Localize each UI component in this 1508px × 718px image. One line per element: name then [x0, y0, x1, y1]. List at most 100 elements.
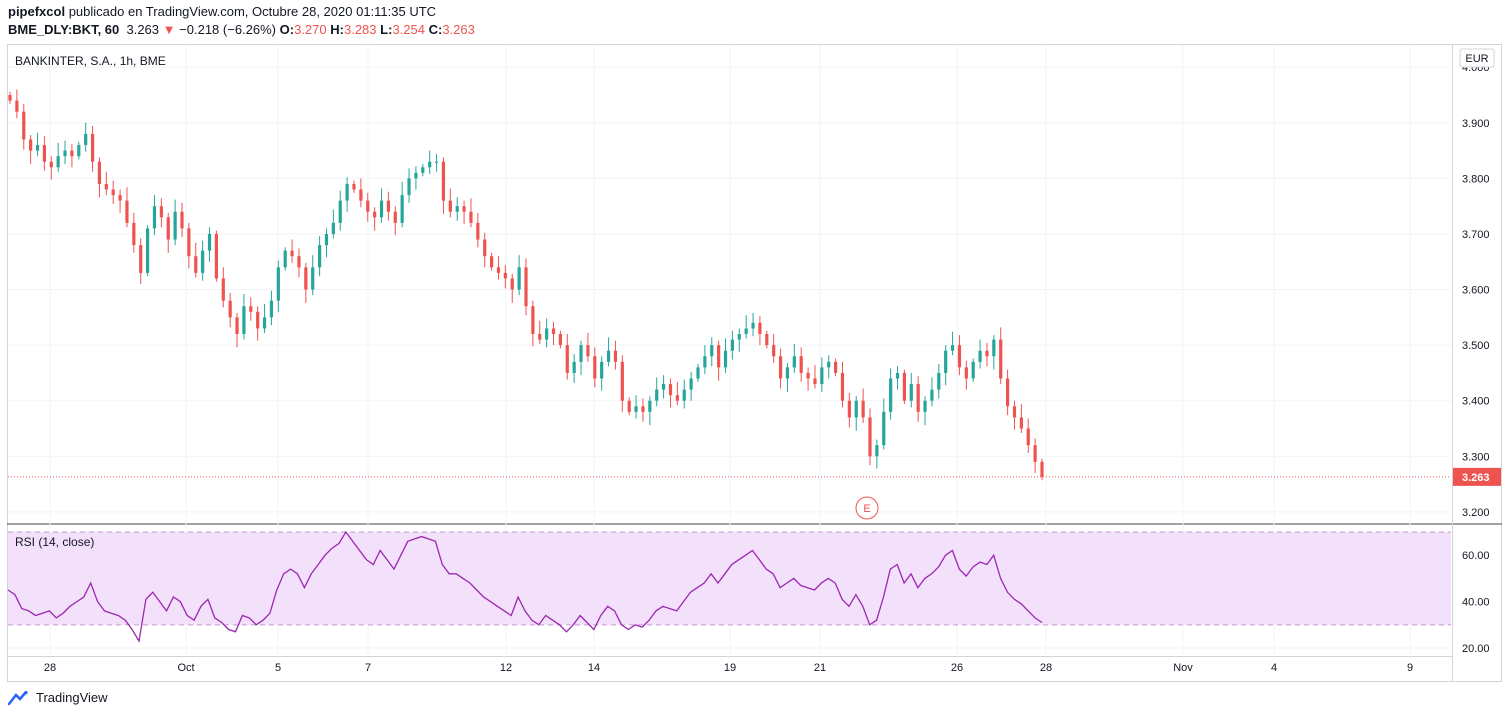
candle-body[interactable]: [744, 328, 748, 335]
candle-body[interactable]: [173, 211, 177, 240]
candle-body[interactable]: [428, 161, 432, 168]
candle-body[interactable]: [187, 228, 191, 257]
candle-body[interactable]: [916, 384, 920, 412]
candle-body[interactable]: [944, 350, 948, 373]
candle-body[interactable]: [111, 189, 115, 196]
candle-body[interactable]: [104, 183, 108, 190]
candle-body[interactable]: [895, 372, 900, 379]
candle-body[interactable]: [8, 95, 12, 101]
candle-body[interactable]: [682, 389, 686, 401]
candle-body[interactable]: [84, 133, 88, 146]
candle-body[interactable]: [352, 183, 356, 190]
candle-body[interactable]: [510, 278, 514, 290]
candle-body[interactable]: [992, 339, 996, 357]
candle-body[interactable]: [730, 339, 734, 351]
candle-body[interactable]: [1012, 406, 1017, 418]
candle-body[interactable]: [379, 200, 384, 218]
candle-body[interactable]: [902, 372, 906, 401]
candle-body[interactable]: [1019, 417, 1023, 429]
candle-body[interactable]: [689, 378, 693, 390]
candle-body[interactable]: [909, 384, 913, 401]
candle-body[interactable]: [201, 250, 205, 273]
candle-body[interactable]: [950, 345, 955, 351]
candle-body[interactable]: [999, 339, 1003, 379]
rsi-line[interactable]: [7, 530, 1043, 643]
candle-body[interactable]: [90, 133, 95, 162]
candle-body[interactable]: [668, 384, 673, 396]
candle-body[interactable]: [675, 395, 679, 401]
candle-body[interactable]: [331, 222, 335, 234]
time-axis[interactable]: 28 Oct 5 7 12 14 19 21 26 28 Nov 4 9: [44, 662, 1413, 674]
candle-body[interactable]: [297, 256, 301, 268]
candle-body[interactable]: [35, 145, 40, 151]
candle-body[interactable]: [304, 267, 308, 290]
candle-body[interactable]: [971, 361, 975, 379]
candle-body[interactable]: [551, 328, 556, 335]
candle-body[interactable]: [476, 222, 480, 240]
candle-body[interactable]: [166, 217, 170, 240]
candle-body[interactable]: [579, 345, 583, 362]
candle-body[interactable]: [29, 139, 33, 151]
candle-body[interactable]: [978, 350, 982, 362]
candle-body[interactable]: [139, 245, 143, 273]
candle-body[interactable]: [538, 334, 542, 340]
candle-body[interactable]: [318, 245, 322, 268]
candle-body[interactable]: [400, 195, 404, 223]
candle-body[interactable]: [283, 250, 287, 268]
candle-body[interactable]: [1033, 445, 1037, 462]
candle-body[interactable]: [249, 306, 253, 312]
candle-body[interactable]: [256, 311, 260, 329]
candle-body[interactable]: [696, 367, 700, 379]
candle-body[interactable]: [531, 306, 535, 335]
candle-body[interactable]: [565, 345, 569, 373]
author-name[interactable]: pipefxcol: [8, 4, 66, 19]
candle-body[interactable]: [180, 211, 184, 229]
candle-body[interactable]: [1026, 428, 1030, 446]
candle-body[interactable]: [503, 272, 507, 279]
candle-body[interactable]: [710, 345, 714, 357]
candle-body[interactable]: [834, 361, 838, 373]
candle-body[interactable]: [627, 400, 631, 412]
candle-body[interactable]: [221, 278, 225, 301]
candle-body[interactable]: [462, 206, 466, 212]
candle-body[interactable]: [132, 222, 136, 246]
candle-body[interactable]: [146, 228, 150, 273]
candle-body[interactable]: [56, 156, 60, 168]
candle-body[interactable]: [662, 384, 666, 390]
candle-body[interactable]: [159, 206, 163, 218]
candle-body[interactable]: [441, 161, 446, 201]
earnings-circle[interactable]: [855, 496, 879, 520]
candle-body[interactable]: [242, 306, 246, 335]
candle-body[interactable]: [414, 172, 418, 179]
candle-body[interactable]: [455, 206, 459, 212]
candle-body[interactable]: [606, 350, 611, 362]
candle-body[interactable]: [324, 233, 329, 246]
candle-body[interactable]: [785, 367, 790, 379]
candle-body[interactable]: [758, 322, 762, 335]
candle-body[interactable]: [49, 161, 53, 168]
candle-body[interactable]: [448, 200, 452, 212]
candle-body[interactable]: [125, 200, 129, 223]
candle-body[interactable]: [63, 150, 67, 157]
candle-body[interactable]: [22, 111, 26, 140]
candle-body[interactable]: [1006, 378, 1010, 407]
candle-body[interactable]: [641, 406, 645, 412]
candle-body[interactable]: [194, 256, 198, 273]
candlestick-series[interactable]: [8, 89, 1044, 481]
candle-body[interactable]: [792, 356, 796, 368]
candle-body[interactable]: [723, 350, 728, 368]
candle-body[interactable]: [359, 189, 363, 201]
candle-body[interactable]: [772, 345, 776, 357]
candle-body[interactable]: [620, 361, 624, 401]
candle-body[interactable]: [820, 367, 824, 385]
candle-body[interactable]: [152, 206, 157, 229]
candle-body[interactable]: [517, 267, 521, 290]
candle-body[interactable]: [276, 267, 280, 301]
candle-body[interactable]: [586, 345, 590, 357]
candle-body[interactable]: [778, 356, 783, 379]
candle-body[interactable]: [806, 372, 810, 379]
candle-body[interactable]: [648, 400, 652, 412]
candle-body[interactable]: [827, 361, 831, 368]
candle-body[interactable]: [737, 334, 741, 340]
